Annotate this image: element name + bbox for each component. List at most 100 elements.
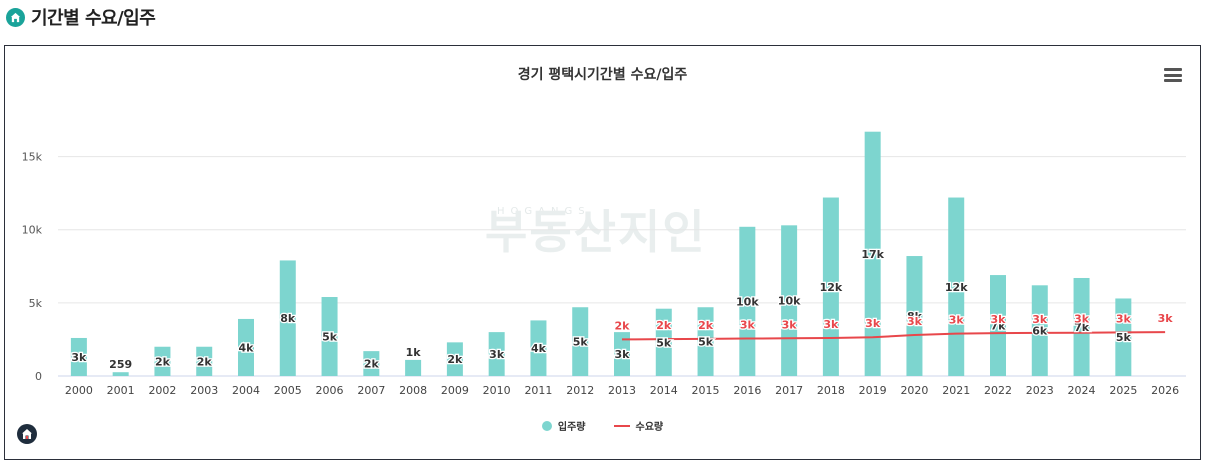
bar bbox=[948, 197, 965, 376]
hamburger-menu-icon[interactable] bbox=[1164, 68, 1182, 82]
x-tick-label: 2022 bbox=[984, 384, 1012, 397]
bar-data-label: 1k bbox=[406, 346, 422, 359]
line-data-label: 3k bbox=[1074, 313, 1090, 326]
bar bbox=[572, 307, 589, 376]
line-data-label: 3k bbox=[949, 314, 965, 327]
x-tick-label: 2024 bbox=[1068, 384, 1096, 397]
line-data-label: 3k bbox=[1116, 312, 1132, 325]
bar bbox=[906, 256, 923, 376]
x-tick-label: 2000 bbox=[65, 384, 93, 397]
brand-logo-icon bbox=[17, 424, 37, 444]
line-data-label: 3k bbox=[782, 318, 798, 331]
x-tick-label: 2021 bbox=[942, 384, 970, 397]
x-tick-label: 2002 bbox=[148, 384, 176, 397]
line-data-label: 3k bbox=[1158, 312, 1174, 325]
bar bbox=[614, 332, 630, 376]
legend-label-line: 수요량 bbox=[635, 422, 664, 433]
x-tick-label: 2017 bbox=[775, 384, 803, 397]
bar bbox=[363, 351, 380, 376]
bar bbox=[530, 320, 547, 376]
line-data-label: 3k bbox=[740, 319, 756, 332]
line-data-label: 3k bbox=[991, 313, 1007, 326]
bar-data-label: 17k bbox=[861, 248, 884, 261]
section-title: 기간별 수요/입주 bbox=[31, 8, 156, 29]
legend-label-bar: 입주량 bbox=[557, 422, 586, 433]
x-tick-label: 2008 bbox=[399, 384, 427, 397]
bar bbox=[446, 342, 463, 376]
bar-data-label: 2k bbox=[155, 355, 171, 368]
legend-item-bar[interactable]: 입주량 bbox=[541, 418, 586, 433]
bar-data-label: 3k bbox=[71, 351, 87, 364]
watermark: 부동산지인 bbox=[485, 205, 707, 259]
bar bbox=[864, 131, 881, 376]
line-data-label: 3k bbox=[823, 318, 839, 331]
bar-data-label: 12k bbox=[945, 281, 968, 294]
legend-item-line[interactable]: 수요량 bbox=[613, 418, 664, 433]
bar-data-label: 10k bbox=[778, 295, 801, 308]
bar bbox=[1115, 298, 1132, 376]
x-tick-label: 2007 bbox=[357, 384, 385, 397]
bar bbox=[822, 197, 839, 376]
x-tick-label: 2009 bbox=[441, 384, 469, 397]
bar-data-label: 2k bbox=[364, 358, 380, 371]
bar-data-label: 2k bbox=[197, 355, 213, 368]
bar-data-label: 8k bbox=[280, 312, 296, 325]
x-tick-label: 2004 bbox=[232, 384, 260, 397]
bar-data-label: 5k bbox=[1116, 331, 1132, 344]
y-tick-label: 10k bbox=[22, 224, 43, 237]
bar bbox=[238, 318, 254, 376]
line-data-label: 3k bbox=[1032, 313, 1048, 326]
x-tick-label: 2018 bbox=[817, 384, 845, 397]
bar bbox=[488, 332, 505, 376]
bar bbox=[279, 260, 296, 376]
x-tick-label: 2005 bbox=[274, 384, 302, 397]
bar bbox=[1031, 285, 1048, 376]
bar-data-label: 3k bbox=[489, 348, 505, 361]
bar bbox=[655, 308, 672, 376]
x-tick-label: 2010 bbox=[483, 384, 511, 397]
bar bbox=[321, 297, 338, 376]
bar-data-label: 5k bbox=[656, 336, 672, 349]
x-tick-label: 2014 bbox=[650, 384, 678, 397]
bar-data-label: 8k bbox=[907, 310, 923, 323]
section-header: 기간별 수요/입주 bbox=[6, 4, 156, 30]
line-data-label: 3k bbox=[865, 317, 881, 330]
bar bbox=[196, 346, 213, 376]
chart-panel: HOGANGS 부동산지인 경기 평택시기간별 수요/입주 입주량 수요량 bbox=[4, 45, 1201, 460]
bar bbox=[70, 337, 87, 376]
bar-data-label: 12k bbox=[820, 281, 843, 294]
x-tick-label: 2001 bbox=[107, 384, 135, 397]
bar-data-label: 5k bbox=[573, 336, 589, 349]
x-tick-label: 2019 bbox=[859, 384, 887, 397]
chart-title: 경기 평택시기간별 수요/입주 bbox=[517, 67, 688, 83]
bar-data-label: 4k bbox=[531, 342, 547, 355]
watermark-english: HOGANGS bbox=[497, 206, 591, 217]
x-tick-label: 2013 bbox=[608, 384, 636, 397]
line-data-label: 3k bbox=[907, 315, 923, 328]
bar-data-label: 10k bbox=[736, 295, 759, 308]
x-tick-label: 2016 bbox=[733, 384, 761, 397]
line-data-label: 2k bbox=[698, 319, 714, 332]
bar bbox=[990, 275, 1006, 376]
bar bbox=[154, 346, 171, 376]
x-tick-label: 2015 bbox=[692, 384, 720, 397]
y-tick-label: 0 bbox=[35, 370, 42, 383]
line-data-label: 2k bbox=[615, 319, 631, 332]
bar-data-label: 2k bbox=[447, 353, 463, 366]
bar-data-label: 7k bbox=[1074, 321, 1090, 334]
x-tick-label: 2025 bbox=[1109, 384, 1137, 397]
y-tick-label: 5k bbox=[29, 297, 43, 310]
legend-dot-icon bbox=[541, 420, 552, 431]
y-tick-label: 15k bbox=[22, 151, 43, 164]
bar-data-label: 5k bbox=[322, 331, 338, 344]
x-tick-label: 2003 bbox=[190, 384, 218, 397]
chart-legend: 입주량 수요량 bbox=[5, 418, 1200, 433]
bar bbox=[697, 307, 714, 376]
x-tick-label: 2023 bbox=[1026, 384, 1054, 397]
bar bbox=[112, 372, 129, 376]
x-tick-label: 2012 bbox=[566, 384, 594, 397]
x-tick-label: 2006 bbox=[316, 384, 344, 397]
line-data-label: 2k bbox=[656, 319, 672, 332]
home-icon bbox=[6, 7, 25, 27]
